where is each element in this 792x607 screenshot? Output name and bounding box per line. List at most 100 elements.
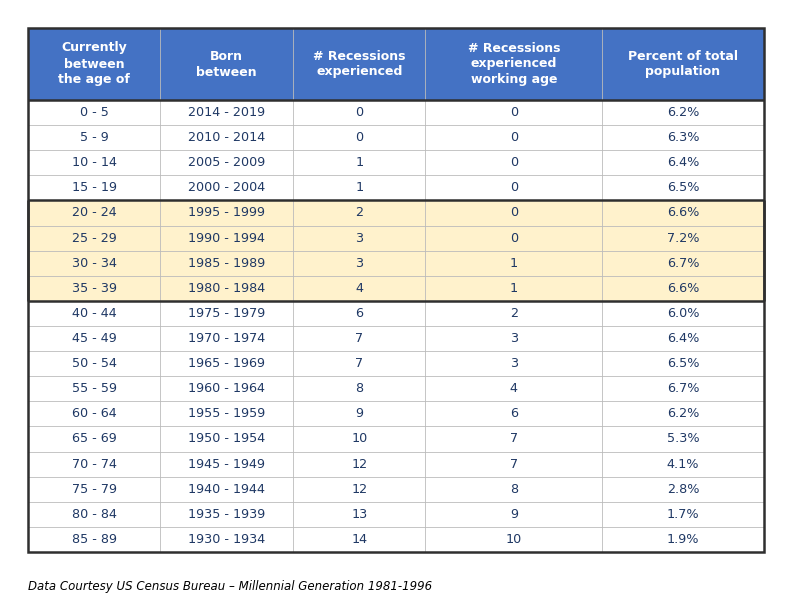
Bar bbox=[425, 301, 602, 326]
Bar bbox=[293, 326, 425, 351]
Text: 4.1%: 4.1% bbox=[667, 458, 699, 470]
Bar bbox=[602, 251, 764, 276]
Bar bbox=[28, 125, 161, 150]
Bar bbox=[425, 376, 602, 401]
Text: 8: 8 bbox=[510, 483, 518, 496]
Bar bbox=[602, 476, 764, 502]
Text: 1940 - 1944: 1940 - 1944 bbox=[188, 483, 265, 496]
Text: # Recessions
experienced: # Recessions experienced bbox=[313, 50, 406, 78]
Text: 1970 - 1974: 1970 - 1974 bbox=[188, 332, 265, 345]
Bar bbox=[425, 175, 602, 200]
Bar bbox=[161, 376, 293, 401]
Bar bbox=[425, 502, 602, 527]
Text: 4: 4 bbox=[510, 382, 518, 395]
Text: 1: 1 bbox=[355, 181, 364, 194]
Text: 1.7%: 1.7% bbox=[667, 508, 699, 521]
Text: 3: 3 bbox=[355, 232, 364, 245]
Text: 1975 - 1979: 1975 - 1979 bbox=[188, 307, 265, 320]
Bar bbox=[293, 28, 425, 100]
Bar bbox=[161, 175, 293, 200]
Text: 1955 - 1959: 1955 - 1959 bbox=[188, 407, 265, 421]
Bar bbox=[161, 326, 293, 351]
Text: 0: 0 bbox=[510, 156, 518, 169]
Text: 85 - 89: 85 - 89 bbox=[72, 533, 116, 546]
Text: 2.8%: 2.8% bbox=[667, 483, 699, 496]
Text: 1950 - 1954: 1950 - 1954 bbox=[188, 433, 265, 446]
Text: 55 - 59: 55 - 59 bbox=[72, 382, 116, 395]
Text: 45 - 49: 45 - 49 bbox=[72, 332, 116, 345]
Text: 6.3%: 6.3% bbox=[667, 131, 699, 144]
Bar bbox=[161, 502, 293, 527]
Bar bbox=[161, 351, 293, 376]
Bar bbox=[293, 476, 425, 502]
Bar bbox=[293, 401, 425, 427]
Text: 0: 0 bbox=[355, 131, 364, 144]
Text: 7.2%: 7.2% bbox=[667, 232, 699, 245]
Text: 4: 4 bbox=[355, 282, 364, 295]
Text: 1: 1 bbox=[510, 257, 518, 270]
Bar bbox=[28, 527, 161, 552]
Bar bbox=[28, 427, 161, 452]
Bar bbox=[293, 150, 425, 175]
Bar bbox=[602, 401, 764, 427]
Bar bbox=[425, 527, 602, 552]
Bar bbox=[161, 28, 293, 100]
Text: 1990 - 1994: 1990 - 1994 bbox=[188, 232, 265, 245]
Bar bbox=[293, 351, 425, 376]
Text: 6.6%: 6.6% bbox=[667, 206, 699, 220]
Text: 80 - 84: 80 - 84 bbox=[72, 508, 116, 521]
Text: 6.5%: 6.5% bbox=[667, 357, 699, 370]
Bar bbox=[28, 376, 161, 401]
Bar bbox=[425, 125, 602, 150]
Bar bbox=[425, 276, 602, 301]
Text: 1985 - 1989: 1985 - 1989 bbox=[188, 257, 265, 270]
Text: 10: 10 bbox=[505, 533, 522, 546]
Bar bbox=[293, 175, 425, 200]
Bar bbox=[28, 502, 161, 527]
Text: 2000 - 2004: 2000 - 2004 bbox=[188, 181, 265, 194]
Bar bbox=[293, 502, 425, 527]
Text: Currently
between
the age of: Currently between the age of bbox=[59, 41, 130, 87]
Text: 2005 - 2009: 2005 - 2009 bbox=[188, 156, 265, 169]
Text: 0: 0 bbox=[355, 106, 364, 119]
Bar bbox=[28, 28, 161, 100]
Bar bbox=[602, 527, 764, 552]
Bar bbox=[425, 351, 602, 376]
Bar bbox=[28, 28, 764, 552]
Bar bbox=[293, 452, 425, 476]
Text: 35 - 39: 35 - 39 bbox=[72, 282, 116, 295]
Bar bbox=[602, 28, 764, 100]
Bar bbox=[602, 175, 764, 200]
Text: 3: 3 bbox=[510, 357, 518, 370]
Text: 9: 9 bbox=[355, 407, 364, 421]
Bar bbox=[293, 226, 425, 251]
Text: 0: 0 bbox=[510, 106, 518, 119]
Bar bbox=[161, 251, 293, 276]
Bar bbox=[28, 200, 161, 226]
Text: 0: 0 bbox=[510, 131, 518, 144]
Text: 1980 - 1984: 1980 - 1984 bbox=[188, 282, 265, 295]
Bar bbox=[425, 452, 602, 476]
Text: 3: 3 bbox=[355, 257, 364, 270]
Text: # Recessions
experienced
working age: # Recessions experienced working age bbox=[467, 41, 560, 87]
Text: 1995 - 1999: 1995 - 1999 bbox=[188, 206, 265, 220]
Bar bbox=[602, 502, 764, 527]
Bar bbox=[28, 326, 161, 351]
Bar bbox=[602, 226, 764, 251]
Text: 1965 - 1969: 1965 - 1969 bbox=[188, 357, 265, 370]
Bar bbox=[161, 301, 293, 326]
Text: Data Courtesy US Census Bureau – Millennial Generation 1981-1996: Data Courtesy US Census Bureau – Millenn… bbox=[28, 580, 432, 592]
Text: 9: 9 bbox=[510, 508, 518, 521]
Text: 40 - 44: 40 - 44 bbox=[72, 307, 116, 320]
Bar bbox=[425, 251, 602, 276]
Text: 0: 0 bbox=[510, 181, 518, 194]
Bar bbox=[425, 427, 602, 452]
Text: 1.9%: 1.9% bbox=[667, 533, 699, 546]
Text: 1960 - 1964: 1960 - 1964 bbox=[188, 382, 265, 395]
Text: 1: 1 bbox=[355, 156, 364, 169]
Bar bbox=[293, 251, 425, 276]
Text: 6.2%: 6.2% bbox=[667, 106, 699, 119]
Bar bbox=[161, 452, 293, 476]
Text: 5 - 9: 5 - 9 bbox=[80, 131, 109, 144]
Text: 10: 10 bbox=[351, 433, 367, 446]
